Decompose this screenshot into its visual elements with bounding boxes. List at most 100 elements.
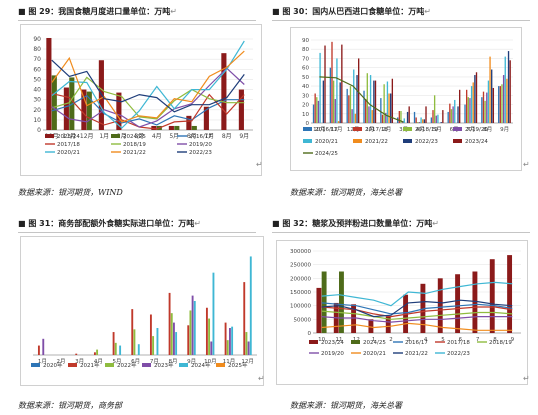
bar-2020/21	[487, 80, 490, 123]
bar-2020/21	[504, 56, 506, 123]
y-tick-label: 90	[33, 36, 41, 43]
figure-29-title-text: 图 29：我国食糖月度进口量单位：万吨	[28, 7, 171, 16]
legend-swatch-2022年	[105, 363, 114, 367]
x-tick-label: 4	[424, 337, 428, 343]
bar-2020/21	[437, 114, 439, 123]
bar-2016/17	[363, 90, 365, 123]
x-tick-label: 2月	[117, 133, 127, 140]
bar-2023年	[173, 322, 175, 355]
series-line-2018/19	[51, 76, 245, 120]
x-tick-label: 2月	[57, 358, 66, 365]
bar-2022/23	[491, 69, 493, 123]
legend-swatch-2023年	[142, 363, 151, 367]
legend-label-2022/23: 2022/23	[415, 139, 438, 145]
x-tick-label: 4月	[152, 133, 162, 140]
x-tick-label: 4月	[94, 358, 103, 365]
x-tick-label: 8月	[222, 133, 232, 140]
legend-label-2020/21: 2020/21	[315, 139, 338, 145]
series-line-2021/22	[51, 50, 245, 123]
legend-swatch-2019/20	[453, 127, 462, 131]
legend-label-2023/24: 2023/24	[321, 340, 344, 346]
legend-swatch-2020年	[31, 363, 40, 367]
y-tick-label: 70	[33, 56, 41, 63]
bar-2019/20	[351, 109, 353, 123]
x-tick-label: 9	[511, 337, 515, 343]
bar-2023/24	[358, 58, 360, 123]
x-tick-label: 10月	[313, 126, 326, 133]
bar-2023/24	[316, 287, 322, 333]
legend-swatch-2020/21	[303, 139, 312, 143]
x-tick-label: 6月	[187, 133, 197, 140]
legend-label-2018/19: 2018/19	[489, 340, 512, 346]
return-mark: ↵	[258, 374, 265, 383]
bar-2022/23	[390, 93, 392, 123]
bar-2022年	[152, 336, 155, 355]
bar-2017/18	[348, 95, 350, 123]
x-tick-label: 7月	[150, 358, 159, 365]
x-tick-label: 3月	[134, 133, 144, 140]
x-tick-label: 9月	[187, 358, 196, 365]
bar-2024年	[231, 326, 234, 355]
bar-2024年	[156, 328, 159, 355]
title-bullet: ■	[18, 7, 29, 16]
bar-2017/18	[499, 86, 502, 123]
bar-2016/17	[380, 98, 382, 123]
x-tick-label: 5	[441, 337, 445, 343]
series-line-2019/20	[51, 67, 245, 128]
title-bullet: ■	[18, 219, 29, 228]
bar-2023年	[247, 341, 250, 355]
legend-label-2016/17: 2016/17	[405, 340, 428, 346]
legend-label-2019/20: 2019/20	[321, 351, 344, 357]
bar-2021年	[149, 314, 152, 355]
bar-2023/24	[203, 106, 209, 130]
bar-2022年	[208, 318, 211, 355]
bar-2019/20	[334, 99, 336, 123]
legend-label-2021/22: 2021/22	[365, 139, 388, 145]
bar-2021/22	[422, 119, 424, 123]
bar-2023/24	[509, 60, 511, 123]
figure-29-title-rule	[18, 20, 256, 21]
bar-2023/24	[81, 89, 87, 130]
bar-2020/21	[319, 52, 321, 123]
figure-30-title-rule	[272, 20, 530, 21]
bar-2021/22	[472, 82, 474, 123]
bar-2016/17	[312, 104, 315, 123]
bar-2024年	[119, 345, 122, 355]
figure-32-title-text: 图 32：糖浆及预拌粉进口数量单位：万吨	[282, 219, 433, 228]
bar-2019/20	[385, 112, 387, 123]
bar-2016/17	[464, 104, 466, 123]
bar-2019/20	[469, 98, 471, 123]
x-tick-label: 1月	[38, 358, 47, 365]
bar-2016/17	[447, 111, 449, 123]
bar-2016/17	[498, 86, 500, 123]
bar-2023/24	[489, 259, 495, 333]
bar-2022/23	[507, 51, 510, 123]
figure-29-title: ■ 图 29：我国食糖月度进口量单位：万吨↵	[18, 6, 177, 17]
legend-label-2023/24: 2023/24	[57, 134, 80, 140]
bar-2019/20	[486, 92, 488, 123]
y-tick-label: 20	[33, 107, 41, 114]
bar-2016/17	[413, 111, 416, 123]
legend-swatch-2021年	[68, 363, 77, 367]
x-tick-label: 7月	[204, 133, 214, 140]
bar-2022年	[170, 313, 173, 355]
x-tick-label: 8月	[483, 126, 492, 133]
bar-2024/25	[191, 125, 197, 130]
y-tick-label: 150000	[290, 290, 311, 296]
figure-31-title-rule	[18, 232, 256, 233]
legend-label-2022年: 2022年	[117, 361, 137, 369]
bar-2020/21	[403, 118, 405, 123]
return-mark: ↵	[256, 160, 263, 169]
legend-label-2017/18: 2017/18	[447, 340, 470, 346]
bar-2023/24	[385, 316, 391, 333]
bar-2022/23	[457, 106, 459, 123]
legend-label-2019/20: 2019/20	[189, 142, 212, 148]
return-mark: ↵	[523, 374, 530, 383]
bar-2024年	[137, 344, 140, 355]
x-tick-label: 1月	[99, 133, 109, 140]
bar-2022/23	[356, 75, 358, 123]
x-tick-label: 6月	[131, 358, 140, 365]
return-mark: ↵	[170, 7, 177, 16]
title-bullet: ■	[272, 7, 283, 16]
bar-2017/18	[482, 91, 485, 123]
